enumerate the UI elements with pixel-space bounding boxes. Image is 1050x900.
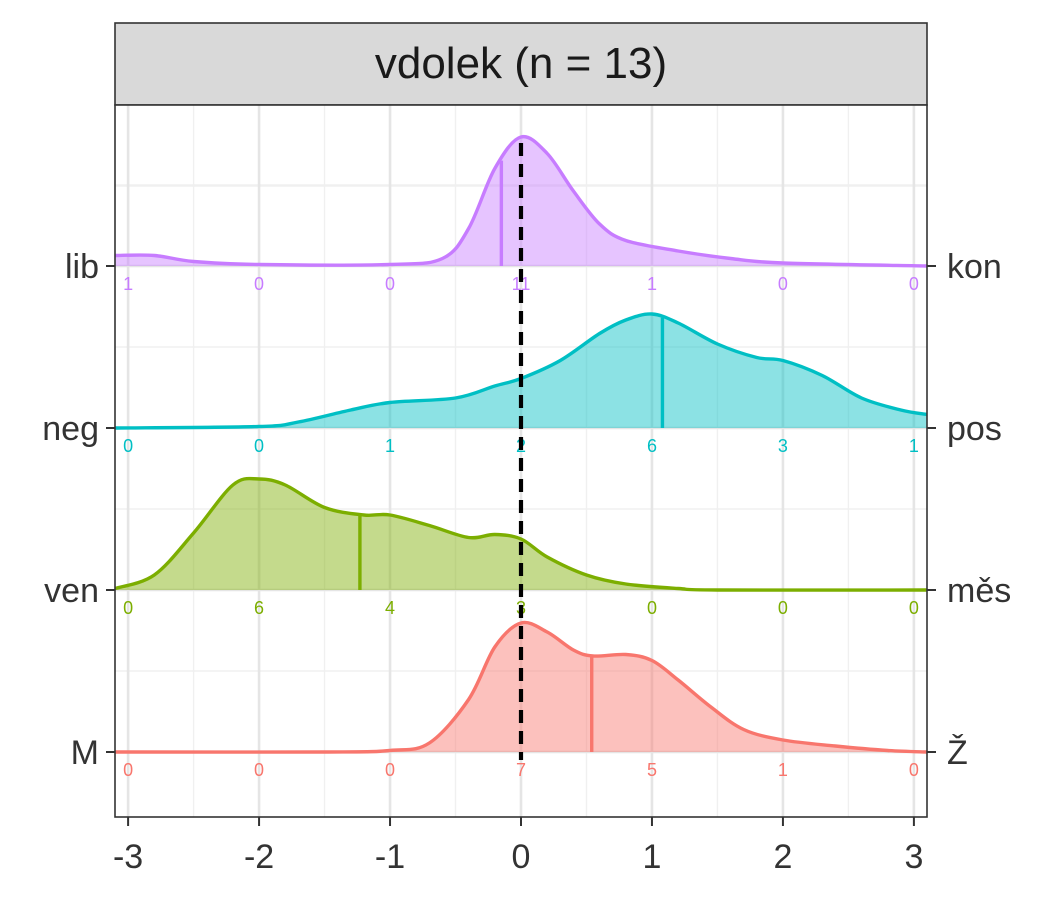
left-axis-label: ven xyxy=(44,572,99,610)
x-axis-tick-label: 3 xyxy=(904,838,923,876)
count-label: 0 xyxy=(647,598,657,618)
density-area xyxy=(115,622,927,753)
facet-strip: vdolek (n = 13) xyxy=(114,22,928,106)
count-label: 0 xyxy=(778,274,788,294)
count-label: 4 xyxy=(385,598,395,618)
count-label: 0 xyxy=(909,598,919,618)
right-axis-label: pos xyxy=(947,410,1002,448)
count-label: 3 xyxy=(778,436,788,456)
count-label: 1 xyxy=(647,274,657,294)
count-label: 6 xyxy=(647,436,657,456)
density-line xyxy=(114,312,928,430)
count-label: 7 xyxy=(516,760,526,780)
count-label: 0 xyxy=(909,760,919,780)
right-axis-label: Ž xyxy=(947,734,968,772)
count-label: 0 xyxy=(909,274,919,294)
x-axis-tick-label: 2 xyxy=(773,838,792,876)
count-label: 0 xyxy=(254,436,264,456)
count-label: 1 xyxy=(778,760,788,780)
right-axis-label: kon xyxy=(947,248,1002,286)
ridge-lib-kon: 1 0 0 11 1 0 0 xyxy=(114,134,928,294)
x-axis-tick-label: -2 xyxy=(244,838,274,876)
left-axis-label: M xyxy=(71,734,99,772)
count-label: 0 xyxy=(385,274,395,294)
count-label: 1 xyxy=(385,436,395,456)
facet-strip-background xyxy=(114,22,928,106)
count-label: 1 xyxy=(909,436,919,456)
density-line xyxy=(114,134,928,268)
x-axis-tick-label: 1 xyxy=(643,838,662,876)
count-label: 0 xyxy=(778,598,788,618)
count-label: 0 xyxy=(254,760,264,780)
count-label: 5 xyxy=(647,760,657,780)
density-line xyxy=(114,620,928,754)
ridge-M-Ž: 0 0 0 7 5 1 0 xyxy=(114,620,928,780)
count-label: 1 xyxy=(123,274,133,294)
x-axis-tick-label: -1 xyxy=(375,838,405,876)
density-area xyxy=(115,136,927,266)
count-label: 0 xyxy=(123,760,133,780)
count-label: 0 xyxy=(254,274,264,294)
count-label: 0 xyxy=(385,760,395,780)
count-label: 0 xyxy=(123,598,133,618)
density-line xyxy=(114,476,928,592)
x-axis-tick-label: 0 xyxy=(512,838,531,876)
count-label: 0 xyxy=(123,436,133,456)
facet-strip-title: vdolek (n = 13) xyxy=(375,39,667,88)
count-label: 11 xyxy=(512,274,531,294)
count-label: 6 xyxy=(254,598,264,618)
density-area xyxy=(115,478,927,591)
density-area xyxy=(115,313,927,428)
ridge-ven-měs: 0643000 xyxy=(114,476,928,618)
left-axis-label: lib xyxy=(65,248,99,286)
right-axis-label: měs xyxy=(947,572,1011,610)
left-axis-label: neg xyxy=(42,410,99,448)
x-axis-tick-label: -3 xyxy=(113,838,143,876)
